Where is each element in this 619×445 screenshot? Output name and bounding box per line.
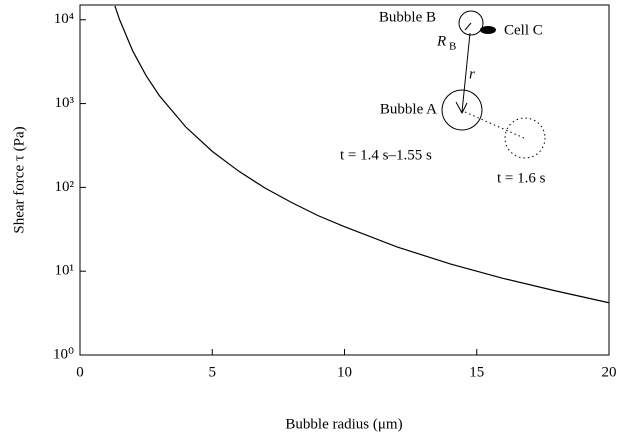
x-tick-label: 5 — [209, 364, 217, 380]
bubble-b — [458, 10, 484, 36]
distance-arrow — [461, 32, 471, 113]
annotation: Cell C — [504, 22, 543, 38]
y-tick-label: 10⁰ — [53, 346, 74, 362]
annotation: Bubble B — [379, 9, 436, 25]
x-tick-label: 15 — [469, 364, 484, 380]
radius-line — [464, 22, 472, 31]
y-tick-label: 10¹ — [55, 263, 75, 279]
annotation: t = 1.6 s — [497, 170, 546, 186]
annotation: t = 1.4 s–1.55 s — [340, 147, 432, 163]
x-tick-label: 0 — [76, 364, 84, 380]
y-tick-label: 10³ — [55, 95, 75, 111]
motion-path — [464, 111, 525, 139]
y-tick-label: 10⁴ — [54, 11, 74, 27]
annotation: R — [436, 33, 446, 49]
data-line — [114, 5, 610, 304]
annotation: B — [449, 41, 456, 53]
x-tick-label: 20 — [602, 364, 617, 380]
y-tick-label: 10² — [55, 179, 75, 195]
cell-c — [480, 26, 496, 34]
x-tick-label: 10 — [337, 364, 352, 380]
annotation: Bubble A — [380, 101, 437, 117]
arrow-head — [455, 101, 468, 115]
bubble-a — [441, 89, 483, 131]
bubble-a-later — [504, 117, 546, 159]
annotation: r — [469, 66, 475, 82]
y-axis-label: Shear force τ (Pa) — [11, 126, 27, 233]
x-axis-label: Bubble radius (μm) — [285, 416, 402, 432]
